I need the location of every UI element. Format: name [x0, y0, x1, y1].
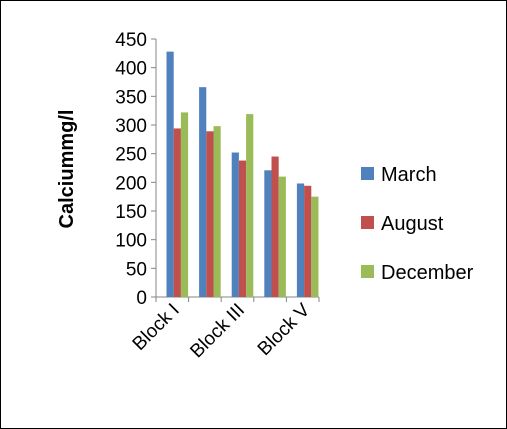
y-axis-title: Calciummg/l [56, 110, 78, 229]
bar-august-block-iii [238, 160, 247, 297]
y-tick-label: 0 [136, 288, 147, 309]
bar-august-block-v [304, 185, 312, 297]
bar-december-block-ii [213, 126, 221, 298]
bar-march-block-iii [231, 152, 239, 297]
legend-swatch-march [361, 167, 374, 180]
bar-august-block-i [173, 128, 181, 297]
y-tick-label: 200 [115, 173, 147, 194]
bar-december-block-iii [246, 114, 254, 297]
bar-march-block-iv [264, 170, 272, 297]
bar-august-block-ii [206, 131, 214, 297]
legend-swatch-december [361, 265, 374, 278]
x-tick-label: Block V [254, 299, 315, 360]
bar-december-block-v [311, 196, 319, 297]
legend-label-december: December [381, 262, 474, 284]
bar-march-block-ii [199, 87, 207, 297]
legend-label-march: March [381, 164, 437, 186]
bar-december-block-i [180, 112, 189, 297]
legend-swatch-august [361, 216, 374, 229]
legend-label-august: August [381, 213, 444, 235]
bar-august-block-iv [271, 156, 279, 297]
y-tick-label: 150 [115, 202, 147, 223]
x-tick-label: Block III [186, 300, 249, 363]
bar-march-block-i [166, 51, 174, 297]
y-tick-label: 400 [115, 59, 147, 80]
y-tick-label: 300 [115, 116, 147, 137]
bar-march-block-v [296, 183, 305, 297]
y-tick-label: 250 [115, 145, 147, 166]
legend: March August December [361, 164, 474, 284]
y-tick-label: 350 [115, 87, 147, 108]
y-tick-label: 450 [115, 30, 147, 51]
y-tick-label: 100 [115, 231, 147, 252]
bar-december-block-iv [278, 176, 286, 297]
y-tick-label: 50 [126, 259, 147, 280]
